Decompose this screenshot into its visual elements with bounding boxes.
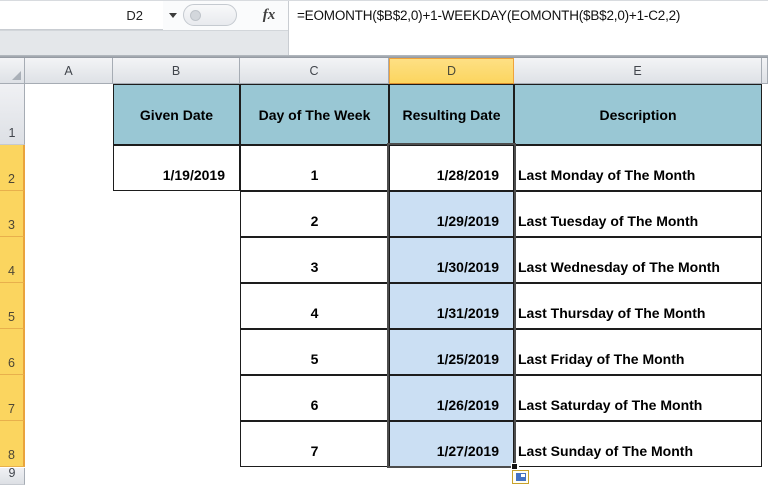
select-all-triangle-icon: [12, 71, 21, 80]
cell-e4[interactable]: Last Wednesday of The Month: [514, 237, 762, 283]
row-header-3[interactable]: 3: [0, 191, 25, 237]
toolbar-separator: [0, 55, 768, 58]
cell-d2-active[interactable]: 1/28/2019: [389, 145, 514, 191]
row-header-4[interactable]: 4: [0, 237, 25, 283]
cell-d3[interactable]: 1/29/2019: [389, 191, 514, 237]
cell-c1[interactable]: Day of The Week: [240, 84, 389, 145]
formula-bar-row: D2 fx =EOMONTH($B$2,0)+1-WEEKDAY(EOMONTH…: [0, 1, 768, 56]
cell-e2[interactable]: Last Monday of The Month: [514, 145, 762, 191]
select-all-button[interactable]: [0, 58, 25, 84]
column-header-a[interactable]: A: [25, 58, 113, 84]
column-header-c[interactable]: C: [240, 58, 389, 84]
row-header-6[interactable]: 6: [0, 329, 25, 375]
cell-d6[interactable]: 1/25/2019: [389, 329, 514, 375]
cell-e6[interactable]: Last Friday of The Month: [514, 329, 762, 375]
cell-d4[interactable]: 1/30/2019: [389, 237, 514, 283]
chevron-down-icon: [169, 13, 177, 18]
insert-function-button[interactable]: fx: [252, 1, 286, 30]
column-header-b[interactable]: B: [113, 58, 240, 84]
column-header-e[interactable]: E: [514, 58, 762, 84]
cell-c6[interactable]: 5: [240, 329, 389, 375]
row-header-5[interactable]: 5: [0, 283, 25, 329]
cell-c7[interactable]: 6: [240, 375, 389, 421]
row-header-2[interactable]: 2: [0, 145, 25, 191]
autofill-grid-icon: [515, 473, 526, 481]
name-box-value: D2: [126, 7, 143, 23]
row-header-9[interactable]: 9: [0, 466, 25, 485]
column-header-d[interactable]: D: [389, 58, 514, 84]
cell-c3[interactable]: 2: [240, 191, 389, 237]
cell-e1[interactable]: Description: [514, 84, 762, 145]
cell-d1[interactable]: Resulting Date: [389, 84, 514, 145]
fill-handle-square: [512, 464, 517, 469]
cell-c8[interactable]: 7: [240, 421, 389, 467]
cell-e3[interactable]: Last Tuesday of The Month: [514, 191, 762, 237]
formula-input[interactable]: =EOMONTH($B$2,0)+1-WEEKDAY(EOMONTH($B$2,…: [288, 1, 768, 55]
cell-d5[interactable]: 1/31/2019: [389, 283, 514, 329]
row-header-7[interactable]: 7: [0, 375, 25, 421]
name-box[interactable]: D2: [0, 1, 163, 30]
row-header-8[interactable]: 8: [0, 421, 25, 467]
cell-b1[interactable]: Given Date: [113, 84, 240, 145]
formula-text: =EOMONTH($B$2,0)+1-WEEKDAY(EOMONTH($B$2,…: [297, 8, 681, 23]
cell-c2[interactable]: 1: [240, 145, 389, 191]
cell-c4[interactable]: 3: [240, 237, 389, 283]
splitter-dot-icon: [190, 9, 201, 21]
cell-d8[interactable]: 1/27/2019: [389, 421, 514, 467]
column-header-f-partial[interactable]: [762, 58, 768, 84]
cell-e8[interactable]: Last Sunday of The Month: [514, 421, 762, 467]
formula-bar-splitter[interactable]: [183, 4, 237, 26]
cell-c5[interactable]: 4: [240, 283, 389, 329]
name-box-dropdown[interactable]: [164, 1, 182, 31]
fx-icon: fx: [262, 7, 276, 23]
cell-e7[interactable]: Last Saturday of The Month: [514, 375, 762, 421]
name-box-extension: [0, 30, 288, 56]
cell-b2[interactable]: 1/19/2019: [113, 145, 240, 191]
cell-e5[interactable]: Last Thursday of The Month: [514, 283, 762, 329]
autofill-options-button[interactable]: [512, 470, 529, 484]
cell-d7[interactable]: 1/26/2019: [389, 375, 514, 421]
row-header-1[interactable]: 1: [0, 84, 25, 145]
